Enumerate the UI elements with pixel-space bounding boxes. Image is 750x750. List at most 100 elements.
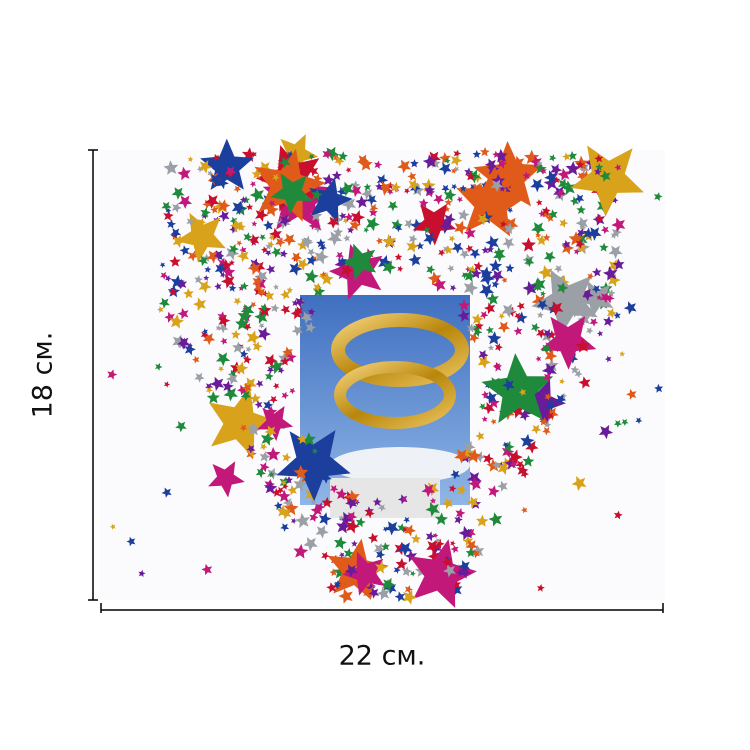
confetti-star xyxy=(391,219,403,231)
confetti-star xyxy=(586,327,594,335)
confetti-star xyxy=(365,216,380,232)
confetti-star xyxy=(264,405,278,418)
confetti-star xyxy=(465,171,476,181)
confetti-star xyxy=(242,195,251,204)
confetti-star xyxy=(302,235,313,246)
confetti-star xyxy=(308,221,317,230)
confetti-star xyxy=(289,261,303,276)
confetti-star xyxy=(561,180,576,195)
confetti-star xyxy=(541,206,551,216)
confetti-star xyxy=(450,545,459,554)
confetti-star xyxy=(516,464,529,477)
confetti-star xyxy=(443,213,456,226)
confetti-star xyxy=(229,243,239,254)
confetti-star xyxy=(107,369,118,380)
gold-ring xyxy=(331,313,469,387)
confetti-star xyxy=(434,538,441,544)
confetti-star xyxy=(368,587,380,599)
confetti-star xyxy=(242,157,249,164)
confetti-star xyxy=(249,181,257,188)
confetti-star xyxy=(484,158,497,171)
confetti-star xyxy=(548,301,564,316)
confetti-star xyxy=(574,193,585,204)
confetti-star xyxy=(524,149,540,165)
confetti-star xyxy=(338,552,345,558)
confetti-star xyxy=(477,355,491,369)
confetti-star xyxy=(333,582,341,590)
confetti-star xyxy=(544,358,559,372)
confetti-star xyxy=(154,363,163,371)
confetti-star xyxy=(270,247,282,258)
confetti-star xyxy=(351,210,366,225)
confetti-star xyxy=(494,148,509,163)
confetti-star xyxy=(236,366,244,373)
confetti-star xyxy=(293,465,309,480)
confetti-star xyxy=(280,479,287,487)
confetti-star xyxy=(313,173,323,184)
confetti-star xyxy=(260,443,268,451)
confetti-star xyxy=(163,210,174,221)
confetti-star xyxy=(372,497,382,506)
confetti-star xyxy=(422,154,438,169)
confetti-star xyxy=(390,181,402,193)
confetti-star xyxy=(565,161,581,176)
confetti-star xyxy=(280,523,290,532)
confetti-star xyxy=(214,263,227,275)
confetti-star xyxy=(458,560,471,573)
confetti-star xyxy=(623,301,637,315)
confetti-star xyxy=(521,237,536,252)
confetti-star xyxy=(514,312,522,320)
confetti-star xyxy=(221,274,235,289)
confetti-star xyxy=(449,284,457,292)
confetti-star xyxy=(426,265,436,275)
confetti-star xyxy=(502,441,509,449)
confetti-star xyxy=(499,220,508,228)
confetti-star xyxy=(595,214,605,223)
confetti-star xyxy=(377,504,386,512)
confetti-star xyxy=(264,425,277,438)
confetti-star xyxy=(210,205,219,214)
confetti-star xyxy=(342,551,385,596)
confetti-star xyxy=(282,346,293,358)
confetti-star xyxy=(606,307,617,319)
confetti-star xyxy=(503,440,515,453)
confetti-star xyxy=(546,411,554,420)
confetti-star xyxy=(490,269,505,283)
confetti-star xyxy=(472,324,480,332)
confetti-star xyxy=(603,266,618,281)
confetti-star xyxy=(451,167,458,174)
confetti-star xyxy=(290,307,303,320)
confetti-star xyxy=(350,180,361,190)
confetti-star xyxy=(376,586,390,601)
confetti-star xyxy=(375,182,383,191)
confetti-star xyxy=(487,344,495,351)
confetti-star xyxy=(345,497,358,510)
confetti-star xyxy=(464,167,474,177)
confetti-star xyxy=(538,209,546,218)
confetti-star xyxy=(459,249,470,260)
confetti-star xyxy=(485,326,494,335)
confetti-star xyxy=(408,253,422,267)
confetti-star xyxy=(280,249,288,258)
confetti-star xyxy=(239,246,247,254)
confetti-star xyxy=(319,243,327,252)
confetti-star xyxy=(239,196,247,204)
confetti-star xyxy=(225,166,237,178)
confetti-star xyxy=(443,245,453,255)
confetti-star xyxy=(497,480,508,492)
confetti-star xyxy=(374,160,383,169)
confetti-star xyxy=(473,141,543,208)
confetti-star xyxy=(263,220,274,231)
confetti-star xyxy=(621,418,629,426)
confetti-star xyxy=(531,269,598,336)
confetti-star xyxy=(327,216,340,229)
confetti-star xyxy=(229,216,238,225)
confetti-star xyxy=(183,288,194,299)
confetti-star xyxy=(576,228,586,238)
confetti-star xyxy=(589,318,599,327)
confetti-star xyxy=(461,272,468,279)
confetti-star xyxy=(587,227,602,241)
confetti-star xyxy=(253,283,263,293)
confetti-star xyxy=(411,533,421,544)
confetti-star xyxy=(329,568,338,577)
